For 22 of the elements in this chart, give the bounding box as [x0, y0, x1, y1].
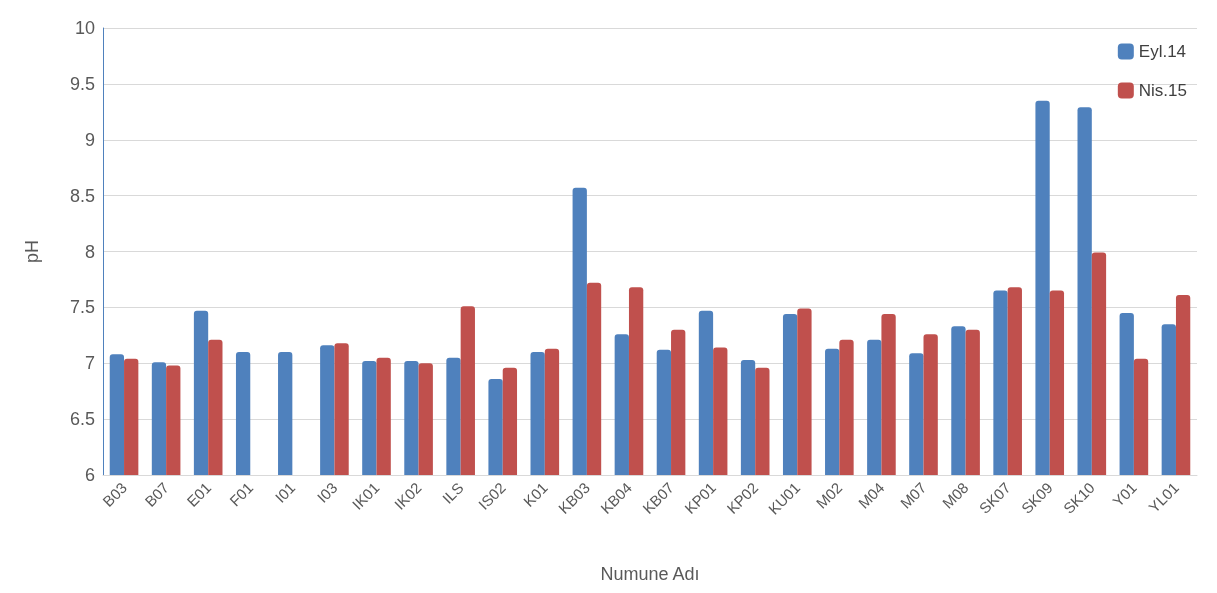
- y-tick-label: 9: [84, 129, 95, 150]
- y-tick-label: 8: [84, 241, 95, 262]
- x-tick-label: B03: [99, 478, 131, 510]
- x-tick-label: Y01: [1109, 478, 1140, 510]
- y-tick-label: 6.5: [69, 409, 95, 430]
- x-tick-label: I01: [271, 478, 299, 506]
- y-axis-title: pH: [22, 239, 42, 264]
- x-tick-label: E01: [183, 478, 215, 510]
- x-tick-label: I03: [313, 478, 341, 506]
- y-tick-label: 7.5: [69, 297, 95, 318]
- x-tick-label: K01: [519, 478, 551, 510]
- y-tick-label: 10: [74, 18, 95, 38]
- y-tick-label: 8.5: [69, 185, 95, 206]
- legend-label: Nis.15: [1138, 81, 1187, 100]
- x-tick-label: F01: [226, 478, 257, 510]
- x-tick-label: ILS: [438, 478, 467, 507]
- y-tick-label: 6: [84, 465, 95, 485]
- x-axis-title: Numune Adı: [600, 564, 700, 584]
- legend-label: Eyl.14: [1138, 42, 1187, 61]
- y-tick-label: 7: [84, 353, 95, 374]
- y-tick-label: 9.5: [69, 73, 95, 94]
- x-tick-label: B07: [141, 478, 173, 510]
